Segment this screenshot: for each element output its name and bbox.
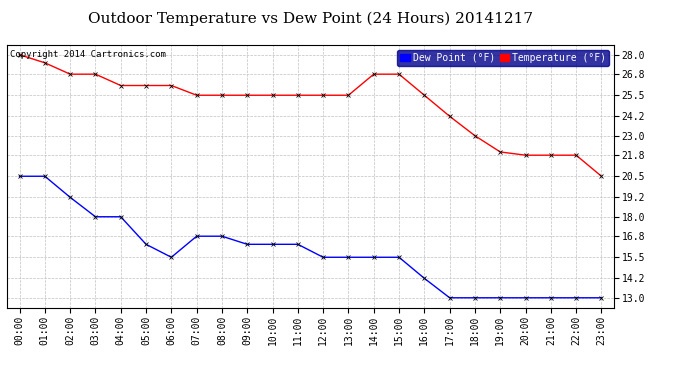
Text: Copyright 2014 Cartronics.com: Copyright 2014 Cartronics.com (10, 50, 166, 59)
Legend: Dew Point (°F), Temperature (°F): Dew Point (°F), Temperature (°F) (397, 50, 609, 66)
Text: Outdoor Temperature vs Dew Point (24 Hours) 20141217: Outdoor Temperature vs Dew Point (24 Hou… (88, 11, 533, 26)
